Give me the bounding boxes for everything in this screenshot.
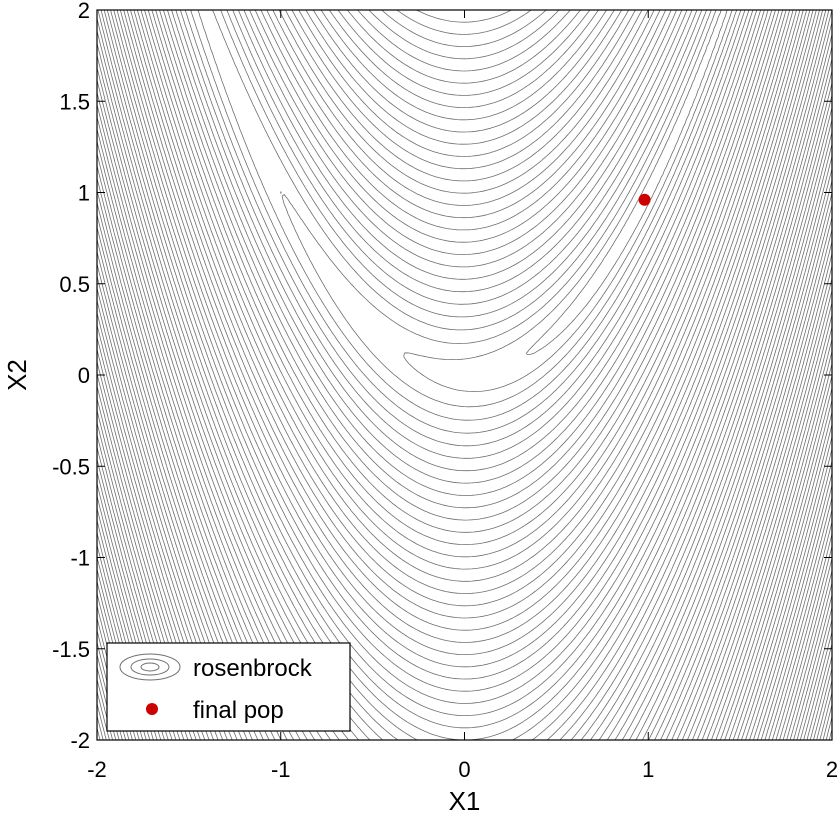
contour-level-13 [151,10,780,545]
contour-level-2 [280,10,738,408]
contour-level-4 [190,10,746,434]
y-tick-label: 1 [78,181,90,206]
final-pop-points [638,193,651,206]
contour-level-86 [97,703,832,740]
contour-level-0 [526,10,728,355]
y-tick-label: -1.5 [52,637,90,662]
x-tick-label: 1 [642,757,654,782]
contour-level-43 [97,178,832,740]
contour-level-7 [175,10,758,472]
contour-level-29 [97,10,832,740]
contour-level-20 [126,10,804,631]
final-pop-point-0 [638,193,651,206]
x-tick-label: 0 [458,757,470,782]
legend: rosenbrock final pop [106,642,351,732]
y-tick-label: 0 [78,363,90,388]
y-tick-label: 0.5 [59,272,90,297]
contour-level-1 [403,10,733,392]
contour-level-26 [106,10,824,704]
contour-level-88 [97,727,832,740]
contour-level-40 [97,141,832,740]
contour-level-62 [97,410,832,740]
y-axis-label: X2 [2,359,32,391]
contour-level-36 [97,92,832,740]
contour-level-14 [147,10,784,558]
contour-level-55 [97,325,832,740]
legend-box [106,642,351,732]
contour-level-19 [130,10,801,619]
contour-level-18 [133,10,797,607]
contour-level-3 [197,10,742,421]
contour-level-41 [97,153,832,740]
contour-level-27 [103,10,827,716]
contour-level-31 [97,30,832,740]
axis-ticks [96,9,833,741]
contour-level-25 [110,10,820,692]
y-tick-label: -2 [70,728,90,753]
contour-level-28 [100,10,830,729]
contour-level-45 [97,202,832,740]
contour-level-56 [97,337,832,740]
y-tick-labels: -2 -1.5 -1 -0.5 0 0.5 1 1.5 2 [52,0,90,753]
contour-level-35 [97,80,832,740]
contour-level-17 [137,10,794,594]
contour-level-49 [97,251,832,740]
contour-level-50 [97,263,832,740]
contour-level-12 [155,10,776,533]
contour-level-53 [97,300,832,740]
x-tick-label: -1 [271,757,291,782]
contour-level-10 [163,10,769,509]
x-tick-label: 2 [826,757,838,782]
contour-level-5 [184,10,750,447]
contour-level-22 [120,10,811,655]
y-tick-label: -1 [70,546,90,571]
contour-level-15 [144,10,787,570]
contour-level-64 [97,434,832,740]
y-tick-label: 1.5 [59,89,90,114]
contour-level-23 [116,10,814,668]
contour-level-66 [97,459,832,740]
y-tick-label: 2 [78,0,90,23]
contour-level-85 [97,691,832,740]
x-tick-label: -2 [87,757,107,782]
contour-level-60 [97,386,832,740]
x-tick-labels: -2 -1 0 1 2 [87,757,838,782]
legend-label-rosenbrock: rosenbrock [193,655,313,682]
x-axis-label: X1 [449,786,481,815]
contour-level-24 [113,10,817,680]
contour-level-16 [140,10,791,582]
contour-level-6 [180,10,754,459]
contour-level-11 [159,10,773,521]
contour-legend-icon [119,653,181,681]
final-pop-legend-marker [146,703,158,715]
contour-level-9 [167,10,765,496]
contour-level-21 [123,10,807,643]
contour-level-8 [171,10,761,484]
y-tick-label: -0.5 [52,454,90,479]
contour-level-30 [97,18,832,740]
legend-label-final-pop: final pop [193,697,284,724]
